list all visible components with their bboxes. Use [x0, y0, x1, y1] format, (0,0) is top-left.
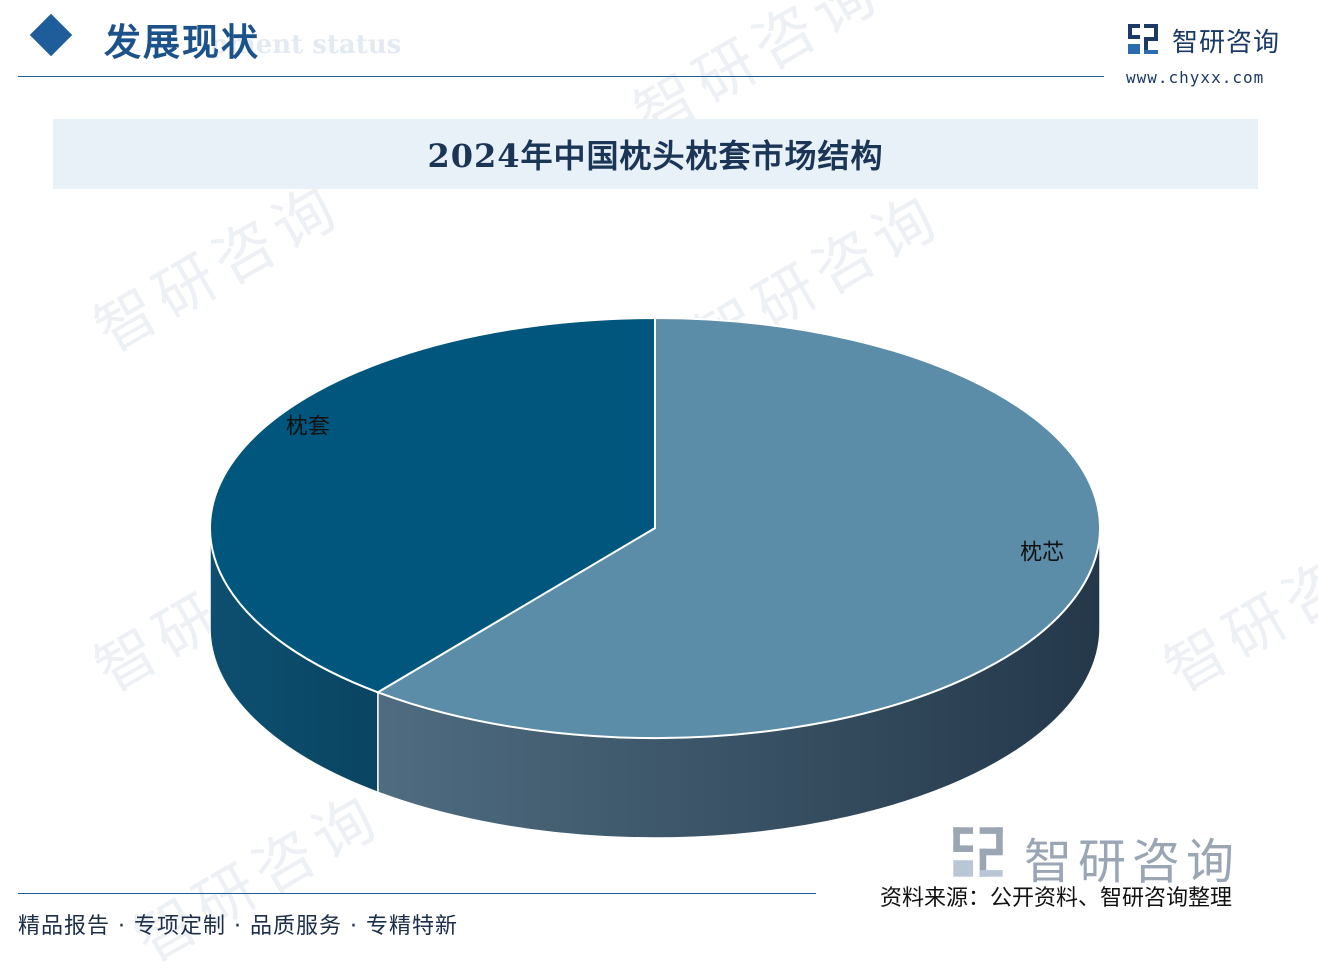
header-divider	[18, 76, 1104, 77]
pie-slice	[209, 316, 656, 694]
pie-slice-label: 枕芯	[1020, 541, 1064, 566]
section-title: 发展现状	[104, 21, 260, 64]
logo-icon	[1128, 24, 1158, 54]
pie-slice-label: 枕套	[286, 415, 330, 440]
chart-title: 2024年中国枕头枕套市场结构	[427, 137, 884, 175]
logo-icon	[953, 827, 1003, 877]
brand-name: 智研咨询	[1172, 28, 1281, 58]
brand-url: www.chyxx.com	[1126, 68, 1265, 87]
section-subtitle: pment status	[210, 30, 402, 60]
footer-brand: 智研咨询	[950, 822, 1290, 890]
chart-title-banner: 2024年中国枕头枕套市场结构	[53, 119, 1258, 189]
section-header: pment status 发展现状	[0, 0, 1110, 80]
brand-block: 智研咨询 www.chyxx.com	[1126, 16, 1306, 87]
footer-brand-name: 智研咨询	[1024, 834, 1241, 890]
source-note: 资料来源：公开资料、智研咨询整理	[880, 886, 1233, 911]
footer-divider	[18, 893, 816, 894]
pie-slice	[375, 316, 1101, 739]
pie-chart: 枕芯 枕套	[209, 316, 1101, 839]
footer-slogan: 精品报告 · 专项定制 · 品质服务 · 专精特新	[18, 914, 458, 939]
